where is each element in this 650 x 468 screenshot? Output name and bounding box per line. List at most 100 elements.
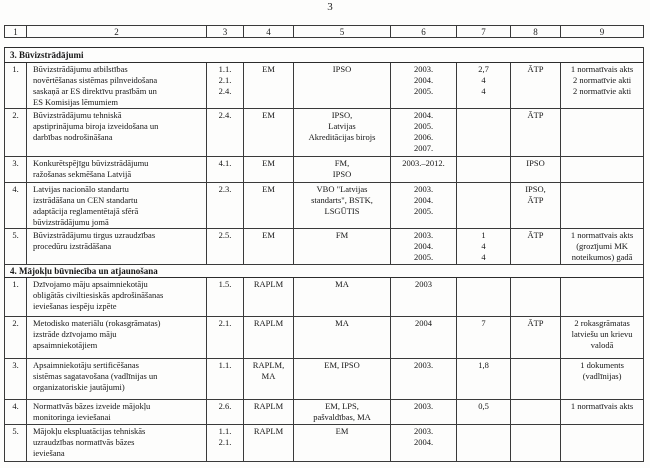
source-cell: [510, 424, 561, 462]
responsible-cell: EM: [243, 108, 294, 157]
funding-cell: 2,7 4 4: [456, 62, 511, 109]
task-cell: Metodisko materiālu (rokasgrāmatas) izst…: [26, 316, 207, 359]
band-col-3: 3: [206, 25, 244, 38]
column-number-band: 1 2 3 4 5 6 7 8 9: [4, 25, 644, 38]
responsible-cell: EM: [243, 62, 294, 109]
table-row: 2. Metodisko materiālu (rokasgrāmatas) i…: [4, 316, 645, 359]
funding-cell: 1 4 4: [456, 228, 511, 265]
ref-cell: 2.3.: [206, 182, 244, 229]
result-cell: 1 normatīvais akts (grozījumi MK noteiku…: [559, 228, 645, 265]
band-col-6: 6: [390, 25, 457, 38]
result-cell: [559, 108, 645, 157]
funding-cell: [456, 156, 511, 183]
ref-cell: 2.4.: [206, 108, 244, 157]
band-col-5: 5: [293, 25, 391, 38]
row-number: 5.: [4, 424, 27, 462]
responsible-cell: EM: [243, 156, 294, 183]
source-cell: [510, 277, 561, 317]
funding-cell: 7: [456, 316, 511, 359]
task-cell: Apsaimniekotāju sertificēšanas sistēmas …: [26, 358, 207, 400]
section-title: 3. Būvizstrādājumi: [3, 47, 645, 63]
result-cell: 2 rokasgrāmatas latviešu un krievu valod…: [559, 316, 645, 359]
years-cell: 2004: [390, 316, 457, 359]
table-row: 1. Būvizstrādājumu atbilstības novērtēša…: [4, 62, 645, 109]
band-col-9: 9: [560, 25, 644, 38]
task-cell: Konkurētspējīgu būvizstrādājumu ražošana…: [26, 156, 207, 183]
source-cell: IPSO, ĀTP: [510, 182, 561, 229]
responsible-cell: EM: [243, 182, 294, 229]
section-title: 4. Mājokļu būvniecība un atjaunošana: [3, 264, 645, 278]
source-cell: [510, 358, 561, 400]
partners-cell: EM, LPS, pašvaldības, MA: [293, 399, 391, 425]
ref-cell: 1.1. 2.1.: [206, 424, 244, 462]
ref-cell: 1.1. 2.1. 2.4.: [206, 62, 244, 109]
responsible-cell: RAPLM: [243, 399, 294, 425]
partners-cell: IPSO, Latvijas Akreditācijas birojs: [293, 108, 391, 157]
source-cell: ĀTP: [510, 316, 561, 359]
years-cell: 2004. 2005. 2006. 2007.: [390, 108, 457, 157]
row-number: 2.: [4, 316, 27, 359]
ref-cell: 1.5.: [206, 277, 244, 317]
row-number: 3.: [4, 156, 27, 183]
years-cell: 2003. 2004. 2005.: [390, 228, 457, 265]
task-cell: Būvizstrādājumu tehniskā apstiprinājuma …: [26, 108, 207, 157]
partners-cell: MA: [293, 316, 391, 359]
table-row: 3. Apsaimniekotāju sertificēšanas sistēm…: [4, 358, 645, 400]
responsible-cell: RAPLM: [243, 277, 294, 317]
table-row: 4. Latvijas nacionālo standartu izstrādā…: [4, 182, 645, 229]
row-number: 5.: [4, 228, 27, 265]
task-cell: Mājokļu ekspluatācijas tehniskās uzraudz…: [26, 424, 207, 462]
ref-cell: 4.1.: [206, 156, 244, 183]
partners-cell: EM: [293, 424, 391, 462]
task-cell: Latvijas nacionālo standartu izstrādāšan…: [26, 182, 207, 229]
task-cell: Būvizstrādājumu tirgus uzraudzības proce…: [26, 228, 207, 265]
partners-cell: VBO "Latvijas standarts", BSTK, LSGŪTIS: [293, 182, 391, 229]
band-col-7: 7: [456, 25, 511, 38]
table-row: 5. Būvizstrādājumu tirgus uzraudzības pr…: [4, 228, 645, 265]
partners-cell: FM, IPSO: [293, 156, 391, 183]
page-number: 3: [327, 1, 333, 13]
partners-cell: IPSO: [293, 62, 391, 109]
years-cell: 2003. 2004. 2005.: [390, 62, 457, 109]
row-number: 2.: [4, 108, 27, 157]
task-cell: Normatīvās bāzes izveide mājokļu monitor…: [26, 399, 207, 425]
years-cell: 2003.–2012.: [390, 156, 457, 183]
result-cell: 1 dokuments (vadlīnijas): [559, 358, 645, 400]
responsible-cell: RAPLM: [243, 424, 294, 462]
funding-cell: [456, 108, 511, 157]
row-number: 1.: [4, 277, 27, 317]
band-row: 1 2 3 4 5 6 7 8 9: [4, 25, 644, 38]
result-cell: 1 normatīvais akts 2 normatīvie akti 2 n…: [559, 62, 645, 109]
result-cell: 1 normatīvais akts: [559, 399, 645, 425]
partners-cell: FM: [293, 228, 391, 265]
source-cell: IPSO: [510, 156, 561, 183]
result-cell: [559, 182, 645, 229]
table-row: 3. Konkurētspējīgu būvizstrādājumu ražoš…: [4, 156, 645, 183]
band-col-8: 8: [510, 25, 561, 38]
tasks-table: 3. Būvizstrādājumi 1. Būvizstrādājumu at…: [3, 47, 645, 462]
task-cell: Būvizstrādājumu atbilstības novērtēšanas…: [26, 62, 207, 109]
result-cell: [559, 156, 645, 183]
section-header-row: 4. Mājokļu būvniecība un atjaunošana: [3, 264, 645, 278]
ref-cell: 2.5.: [206, 228, 244, 265]
years-cell: 2003.: [390, 358, 457, 400]
result-cell: [559, 424, 645, 462]
responsible-cell: RAPLM, MA: [243, 358, 294, 400]
funding-cell: 1,8: [456, 358, 511, 400]
responsible-cell: EM: [243, 228, 294, 265]
ref-cell: 2.1.: [206, 316, 244, 359]
years-cell: 2003.: [390, 399, 457, 425]
band-col-4: 4: [243, 25, 294, 38]
table-row: 4. Normatīvās bāzes izveide mājokļu moni…: [4, 399, 645, 425]
source-cell: ĀTP: [510, 62, 561, 109]
row-number: 3.: [4, 358, 27, 400]
partners-cell: MA: [293, 277, 391, 317]
result-cell: [559, 277, 645, 317]
band-col-1: 1: [4, 25, 27, 38]
source-cell: [510, 399, 561, 425]
responsible-cell: RAPLM: [243, 316, 294, 359]
task-cell: Dzīvojamo māju apsaimniekotāju obligātās…: [26, 277, 207, 317]
table-row: 2. Būvizstrādājumu tehniskā apstiprināju…: [4, 108, 645, 157]
row-number: 4.: [4, 399, 27, 425]
